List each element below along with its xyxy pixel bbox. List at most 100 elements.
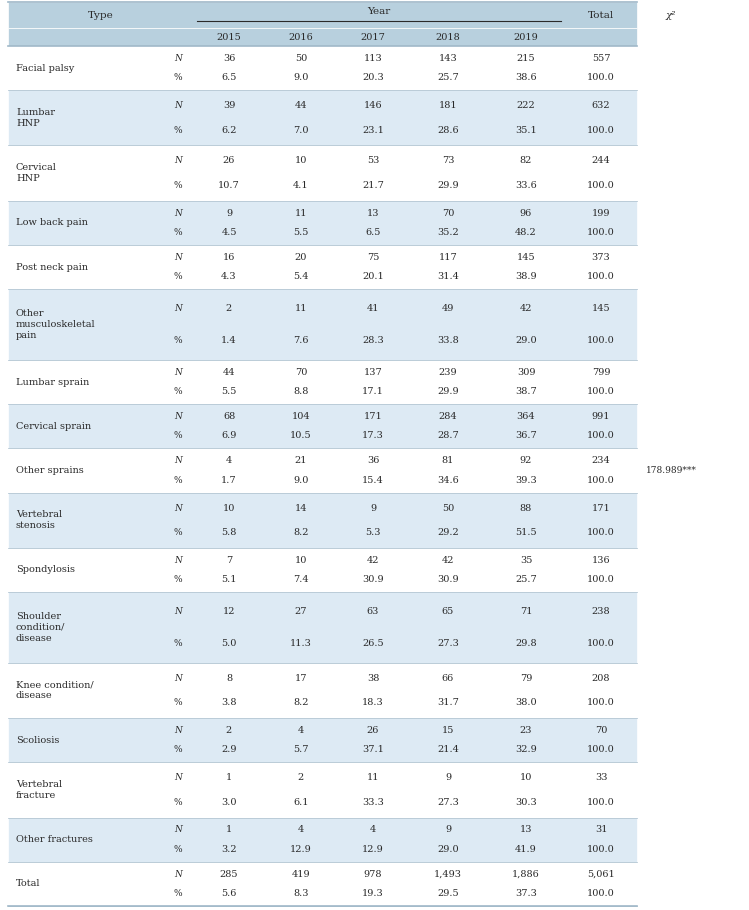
Bar [8,492,637,548]
Text: 8.8: 8.8 [294,388,309,396]
Text: 100.0: 100.0 [587,797,615,806]
Text: 16: 16 [222,253,235,262]
Text: 5.3: 5.3 [366,528,380,537]
Text: %: % [174,431,182,440]
Text: 100.0: 100.0 [587,476,615,485]
Text: 33: 33 [595,774,607,783]
Text: 30.9: 30.9 [437,575,459,584]
Text: 27.3: 27.3 [437,639,459,648]
Text: 100.0: 100.0 [587,431,615,440]
Text: 37.1: 37.1 [362,745,384,754]
Text: 26.5: 26.5 [363,639,383,648]
Text: 35.1: 35.1 [515,126,537,135]
Bar [8,2,637,28]
Text: 15: 15 [442,726,454,735]
Text: 100.0: 100.0 [587,74,615,82]
Text: 11: 11 [295,305,307,314]
Text: 113: 113 [363,54,383,63]
Text: %: % [174,528,182,537]
Text: 373: 373 [592,253,610,262]
Text: 30.3: 30.3 [515,797,537,806]
Text: 13: 13 [520,825,533,834]
Text: 4: 4 [298,825,304,834]
Text: N: N [174,673,182,682]
Bar [8,28,637,46]
Text: 146: 146 [364,101,382,110]
Text: 7.6: 7.6 [294,336,309,345]
Text: 3.8: 3.8 [221,698,237,707]
Text: 234: 234 [592,456,610,465]
Text: 137: 137 [363,368,383,377]
Text: Facial palsy: Facial palsy [16,64,74,73]
Text: 39: 39 [222,101,235,110]
Text: N: N [174,305,182,314]
Text: 978: 978 [364,870,382,879]
Text: 39.3: 39.3 [515,476,537,485]
Bar [8,289,637,360]
Text: 4: 4 [298,726,304,735]
Text: 49: 49 [442,305,454,314]
Text: 5.0: 5.0 [221,639,237,648]
Text: 2: 2 [298,774,304,783]
Text: 12.9: 12.9 [290,844,312,854]
Text: 14: 14 [295,503,307,512]
Text: χ²: χ² [666,11,676,19]
Bar [8,360,637,404]
Bar [8,862,637,906]
Text: 92: 92 [520,456,533,465]
Text: 79: 79 [520,673,533,682]
Text: 66: 66 [442,673,454,682]
Text: N: N [174,253,182,262]
Bar [8,449,637,492]
Text: N: N [174,870,182,879]
Text: 9.0: 9.0 [294,476,309,485]
Text: 23: 23 [520,726,533,735]
Bar [8,718,637,763]
Text: %: % [174,228,182,238]
Text: 26: 26 [367,726,379,735]
Text: 20.1: 20.1 [362,272,384,281]
Bar [8,817,637,862]
Text: Year: Year [367,7,391,16]
Text: 284: 284 [439,412,458,421]
Text: Total: Total [588,11,614,19]
Text: 70: 70 [595,726,607,735]
Text: 285: 285 [219,870,238,879]
Text: 2019: 2019 [514,33,539,42]
Bar [8,763,637,817]
Text: 100.0: 100.0 [587,639,615,648]
Text: 3.2: 3.2 [221,844,237,854]
Text: %: % [174,272,182,281]
Text: 100.0: 100.0 [587,528,615,537]
Text: 100.0: 100.0 [587,388,615,396]
Text: 1,886: 1,886 [512,870,540,879]
Text: 1: 1 [226,825,232,834]
Text: %: % [174,797,182,806]
Text: 28.6: 28.6 [437,126,459,135]
Text: 12: 12 [222,607,235,616]
Text: 96: 96 [520,208,532,217]
Text: 27: 27 [295,607,307,616]
Text: 20.3: 20.3 [362,74,384,82]
Text: 50: 50 [442,503,454,512]
Text: 239: 239 [439,368,458,377]
Bar [8,548,637,592]
Text: N: N [174,157,182,166]
Text: 6.5: 6.5 [221,74,237,82]
Text: N: N [174,456,182,465]
Text: 4: 4 [226,456,232,465]
Text: 17: 17 [295,673,307,682]
Bar [8,662,637,718]
Text: 29.5: 29.5 [437,889,459,898]
Text: 32.9: 32.9 [515,745,537,754]
Text: 26: 26 [222,157,235,166]
Text: 5,061: 5,061 [587,870,615,879]
Text: 1.7: 1.7 [221,476,237,485]
Text: 19.3: 19.3 [362,889,384,898]
Text: Type: Type [88,11,113,19]
Text: 33.6: 33.6 [515,181,537,190]
Text: 35.2: 35.2 [437,228,459,238]
Text: 2.9: 2.9 [221,745,237,754]
Text: 29.0: 29.0 [437,844,459,854]
Bar [8,592,637,662]
